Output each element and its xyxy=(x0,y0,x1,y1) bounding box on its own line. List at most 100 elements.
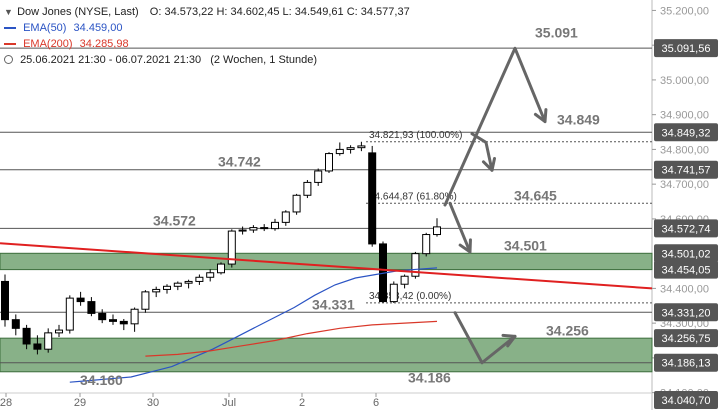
candle-body xyxy=(325,153,333,172)
level-annotation: 34.501 xyxy=(504,237,547,253)
candle-body xyxy=(400,275,409,285)
candle-body xyxy=(389,283,398,303)
x-tick-label: 30 xyxy=(147,397,159,409)
y-tick-label: 35.000,00 xyxy=(660,75,709,87)
y-tick-label: 34.700,00 xyxy=(660,179,709,191)
candle-body xyxy=(260,227,269,230)
candle-body xyxy=(249,227,258,231)
price-tag-label: 34.741,57 xyxy=(662,165,711,177)
price-tag-box xyxy=(654,329,718,348)
candle-body xyxy=(292,194,301,213)
x-tick-label: 6 xyxy=(373,397,379,409)
candle-body xyxy=(55,329,63,334)
x-tick-label: 29 xyxy=(74,397,86,409)
candle-body xyxy=(173,282,182,287)
support-zone-1 xyxy=(0,337,653,373)
candle-body xyxy=(217,263,225,274)
candle-body xyxy=(152,288,161,293)
candle-body xyxy=(130,308,139,325)
price-tag-box xyxy=(654,303,718,322)
level-annotation: 35.091 xyxy=(535,24,578,40)
candle-body xyxy=(346,147,355,150)
price-tag-label: 34.572,74 xyxy=(662,223,711,235)
price-tag-box xyxy=(654,260,718,279)
price-tag-label: 34.331,20 xyxy=(662,307,711,319)
candle-body xyxy=(98,312,107,321)
candle-body xyxy=(44,332,53,350)
candle-body xyxy=(1,280,9,321)
trend-line xyxy=(0,242,653,290)
level-annotation: 34.160 xyxy=(80,372,123,388)
arrow-head-mid xyxy=(481,157,496,172)
candle-body xyxy=(195,276,204,282)
candle-body xyxy=(357,145,366,149)
arrow-head-upper xyxy=(533,108,548,124)
candle-body xyxy=(335,148,344,155)
arrow-head-lower xyxy=(458,238,472,254)
level-annotation: 34.742 xyxy=(218,154,261,170)
price-tag-label: 34.501,02 xyxy=(662,248,711,260)
price-tag-box xyxy=(654,391,718,409)
period-clock-icon[interactable] xyxy=(4,55,13,64)
candle-body xyxy=(368,152,377,245)
candle-body xyxy=(314,170,323,183)
fibonacci-label: 34.358,42 (0.00%) xyxy=(369,291,451,302)
candle-body xyxy=(65,297,74,331)
price-tag-box xyxy=(654,219,718,238)
x-tick-label: 2 xyxy=(299,397,305,409)
candle-body xyxy=(11,319,20,329)
x-tick-label: 28 xyxy=(0,397,12,409)
price-tag-label: 34.849,32 xyxy=(662,127,711,139)
ohlc-values: O: 34.573,22 H: 34.602,45 L: 34.549,61 C… xyxy=(149,6,410,18)
price-tag-box xyxy=(654,244,718,263)
level-annotation: 34.645 xyxy=(514,187,557,203)
price-tag-box xyxy=(654,39,718,58)
candle-body xyxy=(281,211,290,223)
legend-instrument-row: ▼ Dow Jones (NYSE, Last) O: 34.573,22 H:… xyxy=(4,4,410,20)
candle-body xyxy=(422,234,431,255)
candle-body xyxy=(33,343,42,350)
period-range: 25.06.2021 21:30 - 06.07.2021 21:30 xyxy=(20,54,202,66)
ema50-line xyxy=(69,267,438,383)
candle-body xyxy=(303,181,312,196)
candle-body xyxy=(238,229,247,232)
level-annotation: 34.849 xyxy=(557,111,600,127)
support-zone-0 xyxy=(0,252,653,271)
candle-body xyxy=(22,327,31,345)
candle-body xyxy=(109,319,117,322)
arrow-path-bottom xyxy=(453,311,517,365)
ema200-value: 34.285,98 xyxy=(79,38,129,50)
candle-body xyxy=(411,253,420,277)
price-tag-box xyxy=(654,353,718,372)
arrow-path-upper xyxy=(443,46,547,207)
candle-body xyxy=(163,285,171,290)
level-annotation: 34.256 xyxy=(546,322,589,338)
candle-body xyxy=(227,230,236,265)
arrow-head-bottom xyxy=(501,333,517,348)
price-tag-box xyxy=(654,160,718,179)
level-annotation: 34.186 xyxy=(408,370,451,386)
candle-body xyxy=(433,226,441,236)
ema200-label: EMA(200) xyxy=(23,38,73,50)
legend-ema50-row: EMA(50) 34.459,00 xyxy=(4,20,410,36)
candle-body xyxy=(184,280,193,284)
price-tag-box xyxy=(654,123,718,142)
y-tick-label: 35.200,00 xyxy=(660,5,709,17)
collapse-chevron-icon[interactable]: ▼ xyxy=(4,7,13,17)
chart-legend: ▼ Dow Jones (NYSE, Last) O: 34.573,22 H:… xyxy=(4,4,410,68)
ema200-line xyxy=(145,320,438,357)
instrument-name: Dow Jones (NYSE, Last) xyxy=(17,6,139,18)
legend-period-row: 25.06.2021 21:30 - 06.07.2021 21:30 (2 W… xyxy=(4,52,410,68)
ema50-value: 34.459,00 xyxy=(73,22,123,34)
fibonacci-label: 34.821,93 (100.00%) xyxy=(369,130,462,141)
candle-body xyxy=(206,272,215,278)
legend-ema200-row: EMA(200) 34.285,98 xyxy=(4,36,410,52)
arrow-path-lower xyxy=(448,201,472,254)
y-tick-label: 34.800,00 xyxy=(660,144,709,156)
candle-body xyxy=(76,297,85,303)
price-tag-label: 34.186,13 xyxy=(662,358,711,370)
ema50-label: EMA(50) xyxy=(23,22,67,34)
projection-arrows xyxy=(443,46,548,365)
y-tick-label: 34.400,00 xyxy=(660,283,709,295)
